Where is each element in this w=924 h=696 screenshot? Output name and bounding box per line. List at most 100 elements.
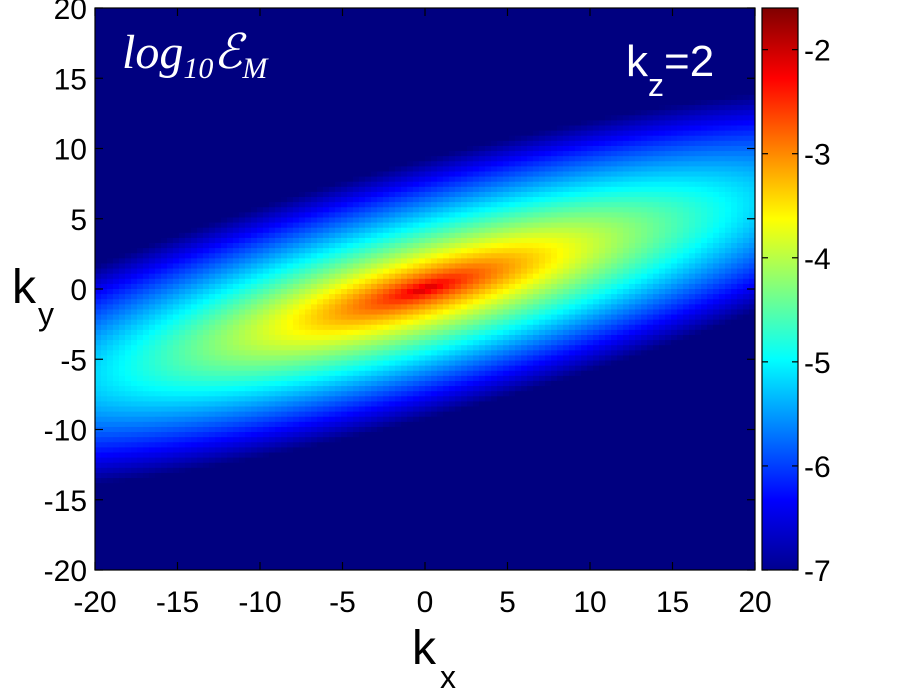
heatmap-cell <box>95 171 102 178</box>
heatmap-cell <box>239 406 246 413</box>
heatmap-cell <box>335 391 342 397</box>
heatmap-cell <box>215 534 222 540</box>
heatmap-cell <box>95 84 102 91</box>
heatmap-cell <box>359 69 366 76</box>
heatmap-cell <box>365 79 372 86</box>
heatmap-cell <box>299 197 306 203</box>
heatmap-cell <box>299 268 306 275</box>
heatmap-cell <box>275 472 282 479</box>
heatmap-cell <box>155 564 162 570</box>
heatmap-cell <box>125 115 132 121</box>
heatmap-cell <box>191 120 198 127</box>
heatmap-cell <box>113 442 120 448</box>
heatmap-cell <box>335 115 342 121</box>
heatmap-cell <box>215 191 222 198</box>
heatmap-cell <box>341 498 348 505</box>
heatmap-cell <box>125 472 132 479</box>
heatmap-cell <box>233 145 240 152</box>
heatmap-cell <box>359 145 366 152</box>
heatmap-cell <box>203 380 210 387</box>
heatmap-cell <box>239 151 246 157</box>
heatmap-cell <box>107 99 114 106</box>
heatmap-cell <box>251 350 258 357</box>
heatmap-cell <box>263 135 270 142</box>
heatmap-cell <box>131 478 138 484</box>
heatmap-cell <box>317 38 324 45</box>
heatmap-cell <box>329 94 336 101</box>
heatmap-cell <box>185 503 192 510</box>
heatmap-cell <box>191 345 198 351</box>
heatmap-cell <box>101 513 108 520</box>
heatmap-cell <box>347 544 354 551</box>
heatmap-cell <box>197 534 204 540</box>
heatmap-cell <box>101 79 108 86</box>
heatmap-cell <box>107 411 114 418</box>
heatmap-cell <box>221 197 228 203</box>
heatmap-cell <box>317 33 324 40</box>
heatmap-cell <box>311 524 318 530</box>
heatmap-cell <box>293 334 300 341</box>
heatmap-cell <box>281 457 288 464</box>
heatmap-cell <box>227 110 234 116</box>
heatmap-cell <box>161 294 168 300</box>
heatmap-cell <box>155 227 162 234</box>
heatmap-cell <box>323 396 330 402</box>
heatmap-cell <box>125 140 132 147</box>
heatmap-cell <box>155 110 162 116</box>
heatmap-cell <box>365 53 372 60</box>
heatmap-cell <box>359 115 366 121</box>
heatmap-cell <box>137 411 144 418</box>
heatmap-cell <box>149 508 156 515</box>
heatmap-cell <box>125 253 132 259</box>
heatmap-cell <box>167 401 174 408</box>
heatmap-cell <box>209 314 216 321</box>
heatmap-cell <box>263 513 270 520</box>
heatmap-cell <box>161 467 168 474</box>
heatmap-cell <box>329 386 336 392</box>
heatmap-cell <box>281 360 288 367</box>
heatmap-cell <box>221 253 228 259</box>
heatmap-cell <box>257 258 264 265</box>
heatmap-cell <box>203 89 210 96</box>
heatmap-cell <box>335 110 342 116</box>
heatmap-cell <box>173 299 180 305</box>
heatmap-cell <box>95 380 102 387</box>
heatmap-cell <box>311 375 318 382</box>
heatmap-cell <box>125 539 132 546</box>
heatmap-cell <box>353 253 360 259</box>
heatmap-cell <box>287 156 294 162</box>
heatmap-cell <box>203 437 210 443</box>
heatmap-cell <box>155 33 162 40</box>
heatmap-cell <box>215 186 222 193</box>
heatmap-cell <box>281 232 288 239</box>
heatmap-cell <box>101 176 108 183</box>
heatmap-cell <box>263 467 270 474</box>
heatmap-cell <box>245 564 252 570</box>
heatmap-cell <box>191 391 198 397</box>
heatmap-cell <box>137 549 144 556</box>
heatmap-cell <box>233 43 240 50</box>
heatmap-cell <box>233 386 240 392</box>
heatmap-cell <box>239 176 246 183</box>
heatmap-cell <box>107 360 114 367</box>
heatmap-cell <box>161 258 168 265</box>
heatmap-cell <box>245 498 252 505</box>
heatmap-cell <box>227 442 234 448</box>
heatmap-cell <box>143 549 150 556</box>
heatmap-cell <box>161 207 168 213</box>
heatmap-cell <box>287 125 294 132</box>
heatmap-cell <box>311 345 318 351</box>
heatmap-cell <box>119 447 126 454</box>
heatmap-cell <box>263 232 270 239</box>
heatmap-cell <box>167 529 174 535</box>
heatmap-cell <box>209 191 216 198</box>
heatmap-cell <box>227 529 234 535</box>
heatmap-cell <box>209 202 216 208</box>
heatmap-cell <box>155 294 162 300</box>
heatmap-cell <box>137 467 144 474</box>
heatmap-cell <box>341 513 348 520</box>
heatmap-cell <box>257 161 264 167</box>
heatmap-cell <box>341 23 348 30</box>
heatmap-cell <box>209 508 216 515</box>
heatmap-cell <box>311 38 318 45</box>
